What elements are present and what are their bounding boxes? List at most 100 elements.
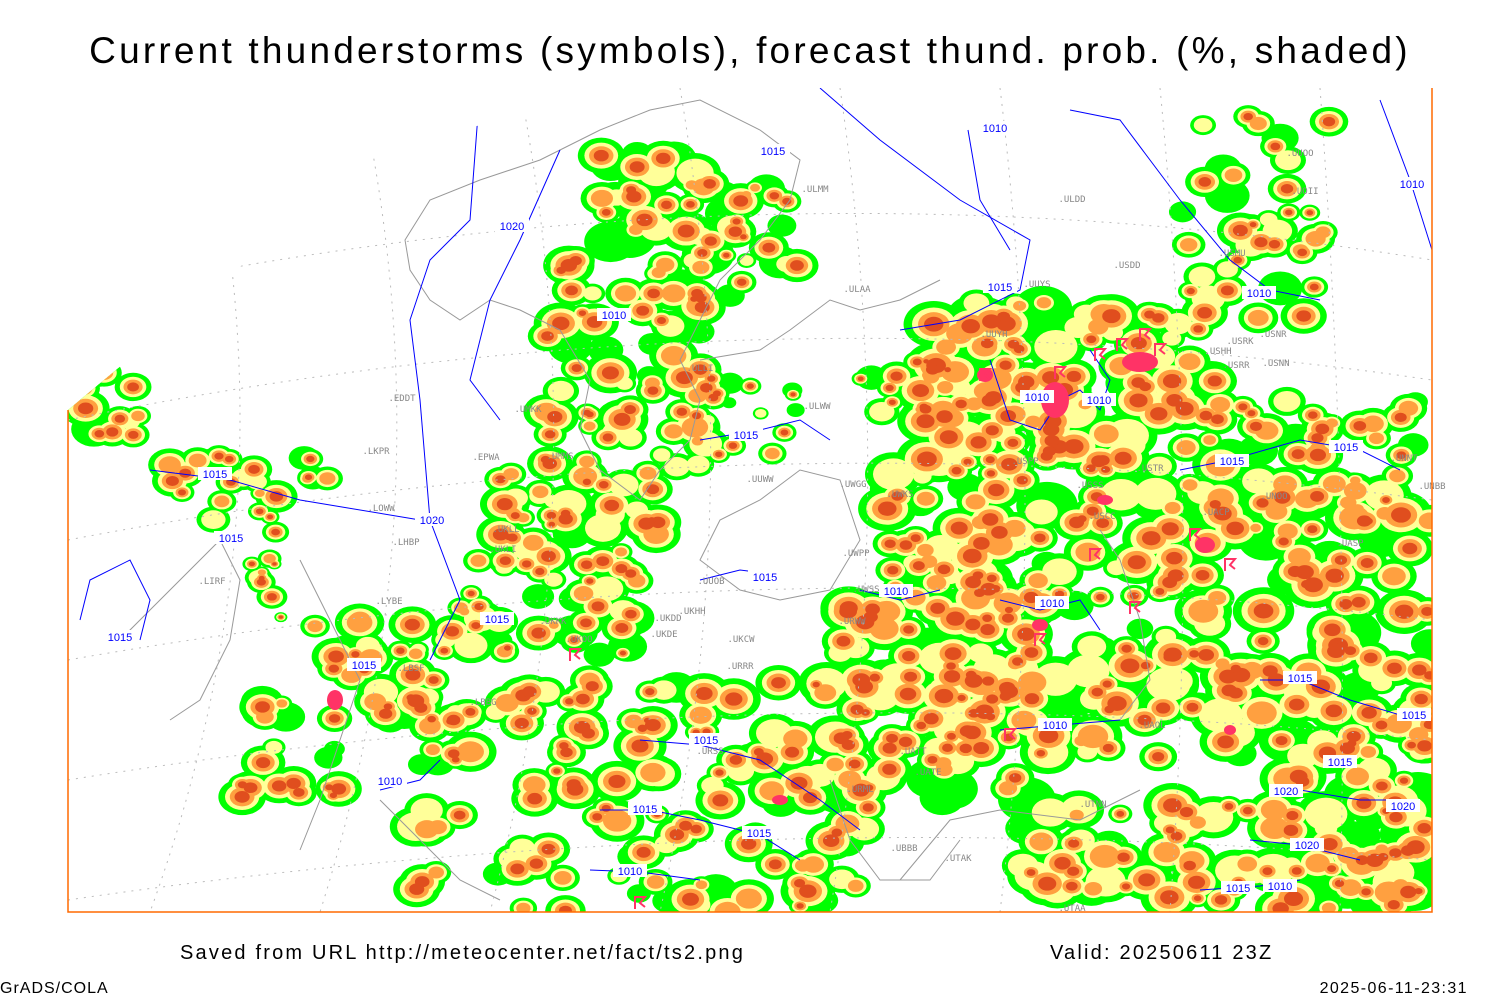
shade-blob [1400,885,1417,899]
shade-blob [919,780,965,816]
shade-blob [647,288,660,299]
shade-blob [581,560,593,569]
isobar-label: 1015 [1334,442,1358,454]
shade-blob [314,746,343,769]
shade-blob [973,536,990,550]
shade-blob [1306,210,1314,216]
shade-blob [1291,449,1305,460]
shade-blob [224,455,234,463]
isobar-label: 1010 [602,310,626,322]
shade-blob [1349,476,1361,485]
shade-blob [1034,533,1046,543]
shade-blob [1152,752,1165,762]
shade-blob [1246,701,1277,725]
shade-blob [729,755,743,765]
source-url-caption: Saved from URL http://meteocenter.net/fa… [180,942,746,964]
shade-blob [916,721,927,730]
shade-blob [447,749,460,759]
shade-blob [862,803,874,812]
shade-blob [1224,168,1243,182]
shade-blob [1362,415,1384,433]
station-label: .UKCW [727,635,755,645]
shade-blob [1249,222,1257,228]
shade-blob [531,627,546,639]
shade-blob [624,405,636,415]
shade-blob [1345,767,1370,786]
shade-blob [1107,696,1127,711]
shade-blob [1193,325,1204,333]
shade-blob [328,650,344,663]
shade-blob [930,602,946,614]
shade-blob [1215,658,1230,670]
shade-blob [522,686,537,698]
shade-blob [965,494,986,510]
station-label: .USRK [1226,337,1254,347]
shade-blob [1412,664,1427,676]
shade-blob [686,200,695,208]
shade-blob [1186,287,1195,295]
shade-blob [746,383,754,389]
shade-blob [839,601,858,616]
shade-blob [404,618,420,631]
shade-blob [955,399,967,409]
shade-blob [733,195,749,207]
shade-blob [1166,551,1183,565]
shade-blob [753,748,764,756]
shade-blob [1254,237,1268,248]
shade-blob [963,293,990,314]
shade-blob [986,694,999,704]
shade-blob [586,411,594,418]
shade-blob [999,681,1016,695]
shade-blob [1188,875,1206,889]
shade-blob [646,875,665,889]
shade-blob [1401,845,1415,856]
shade-blob [689,706,712,724]
shade-blob [647,517,656,524]
shade-blob [944,647,962,661]
shade-blob [669,828,685,841]
shade-blob [1414,693,1428,705]
shade-blob [664,456,690,477]
shade-blob [1356,797,1372,809]
isobar-label: 1020 [1295,840,1319,852]
shade-blob [1068,839,1080,848]
shade-blob [1013,300,1027,311]
shade-blob [248,561,255,567]
shade-blob [1224,803,1234,810]
station-label: .UWPP [842,549,870,559]
shade-blob [558,905,572,912]
isobar-line [469,149,561,421]
shade-blob [1155,588,1165,595]
shade-blob [950,521,968,535]
station-label: .UNOO [1260,492,1287,502]
isobar-label: 1010 [983,123,1007,135]
shade-blob [973,742,990,755]
shade-blob [677,224,695,238]
shade-blob [1155,702,1171,714]
shade-blob [970,436,987,449]
shade-blob [796,903,804,909]
shade-blob [1355,855,1369,866]
station-label: .UKLI [489,545,516,555]
station-label: .LBBG [469,698,496,708]
shade-blob [679,820,693,831]
shade-blob [1329,638,1338,646]
station-label: .UUWW [746,475,774,485]
shade-blob [982,676,995,686]
shade-blob [319,472,336,485]
shade-blob [890,371,903,381]
shade-blob [785,746,800,758]
shade-blob [77,402,94,415]
software-credit: GrADS/COLA [0,980,109,997]
shade-blob [1036,297,1052,309]
shade-blob [736,278,747,286]
shade-blob [1160,890,1179,905]
isobar-label: 1015 [1288,673,1312,685]
shade-blob [445,626,460,637]
station-label: .USSS [1076,481,1103,491]
shade-blob [704,236,717,246]
shade-blob [857,376,864,381]
shade-blob [1257,637,1269,646]
isobar-label: 1015 [1220,456,1244,468]
shade-blob [626,186,637,194]
